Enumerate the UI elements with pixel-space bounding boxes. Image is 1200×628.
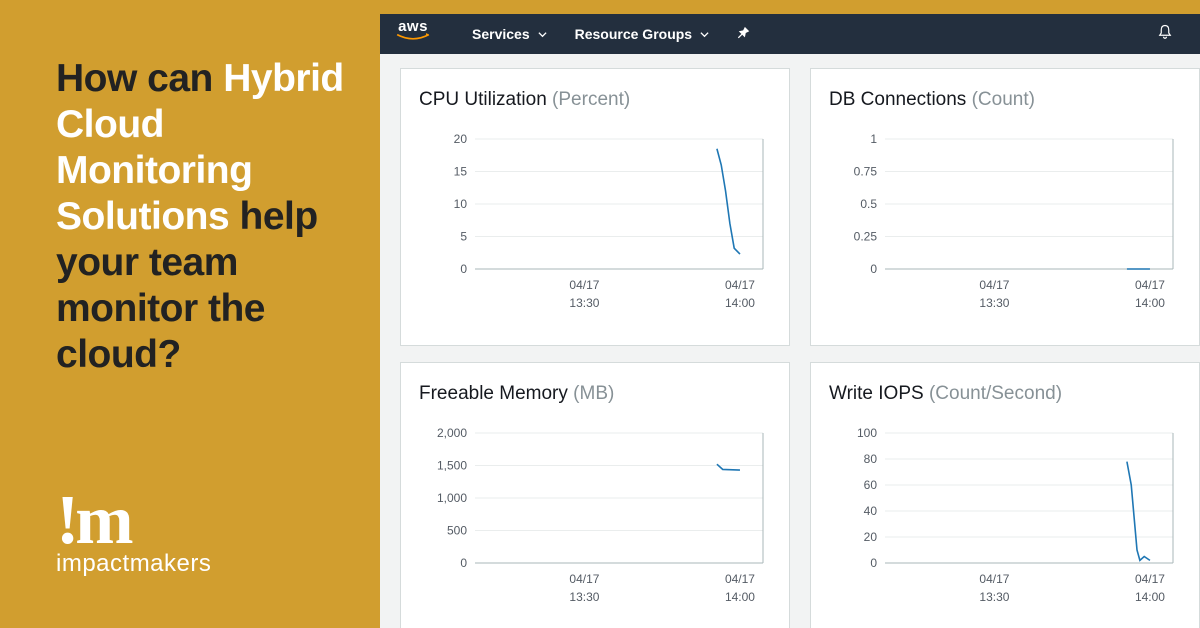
card-title-text: CPU Utilization: [419, 89, 552, 110]
aws-smile-icon: [396, 33, 430, 43]
aws-logo[interactable]: aws: [396, 19, 430, 43]
metric-card: Write IOPS (Count/Second) 0 20 40 60 80 100 04/…: [810, 362, 1200, 628]
card-title: CPU Utilization (Percent): [419, 89, 771, 111]
services-label: Services: [472, 26, 530, 42]
card-title-text: Freeable Memory: [419, 383, 573, 404]
bell-icon: [1156, 24, 1174, 42]
svg-text:04/17: 04/17: [569, 278, 599, 292]
svg-text:0.75: 0.75: [854, 165, 878, 179]
card-title-unit: (Count/Second): [929, 383, 1062, 404]
svg-text:13:30: 13:30: [569, 296, 599, 310]
svg-text:04/17: 04/17: [1135, 278, 1165, 292]
svg-text:0.25: 0.25: [854, 230, 878, 244]
svg-text:1,000: 1,000: [437, 491, 467, 505]
card-title: DB Connections (Count): [829, 89, 1181, 111]
metric-card: CPU Utilization (Percent) 0 5 10 15 20 04/17 13…: [400, 68, 790, 346]
svg-text:0.5: 0.5: [860, 197, 877, 211]
resource-groups-menu[interactable]: Resource Groups: [575, 26, 709, 42]
svg-text:0: 0: [460, 556, 467, 570]
svg-text:2,000: 2,000: [437, 426, 467, 440]
svg-text:04/17: 04/17: [569, 572, 599, 586]
svg-text:14:00: 14:00: [725, 296, 755, 310]
pin-icon[interactable]: [737, 26, 751, 43]
svg-text:15: 15: [454, 165, 468, 179]
svg-text:04/17: 04/17: [725, 278, 755, 292]
logo-text: impactmakers: [56, 550, 346, 578]
svg-text:14:00: 14:00: [1135, 590, 1165, 604]
topbar: aws Services Resource Groups: [380, 14, 1200, 54]
card-title-unit: (Percent): [552, 89, 630, 110]
svg-text:40: 40: [864, 504, 878, 518]
svg-text:04/17: 04/17: [979, 278, 1009, 292]
svg-text:13:30: 13:30: [979, 296, 1009, 310]
svg-text:04/17: 04/17: [1135, 572, 1165, 586]
metric-card: Freeable Memory (MB)05001,0001,5002,0000…: [400, 362, 790, 628]
svg-text:13:30: 13:30: [979, 590, 1009, 604]
svg-text:1,500: 1,500: [437, 459, 467, 473]
svg-text:5: 5: [460, 230, 467, 244]
logo: !m impactmakers: [56, 489, 346, 578]
chevron-down-icon: [538, 30, 547, 39]
svg-text:60: 60: [864, 478, 878, 492]
svg-text:20: 20: [454, 132, 468, 146]
card-title-unit: (MB): [573, 383, 614, 404]
svg-text:0: 0: [870, 262, 877, 276]
svg-text:10: 10: [454, 197, 468, 211]
card-title: Freeable Memory (MB): [419, 383, 771, 405]
chevron-down-icon: [700, 30, 709, 39]
aws-logo-text: aws: [398, 19, 428, 34]
svg-text:14:00: 14:00: [725, 590, 755, 604]
headline-pre: How can: [56, 57, 213, 100]
chart: 0 20 40 60 80 100 04/17 13:30 04/17 14:00: [829, 425, 1181, 628]
svg-text:100: 100: [857, 426, 877, 440]
marketing-panel: How can Hybrid Cloud Monitoring Solution…: [0, 0, 380, 628]
metric-card: DB Connections (Count) 0 0.25 0.5 0.75 1 04/17…: [810, 68, 1200, 346]
svg-text:1: 1: [870, 132, 877, 146]
card-title: Write IOPS (Count/Second): [829, 383, 1181, 405]
svg-text:80: 80: [864, 452, 878, 466]
svg-text:14:00: 14:00: [1135, 296, 1165, 310]
card-title-text: DB Connections: [829, 89, 972, 110]
services-menu[interactable]: Services: [472, 26, 547, 42]
svg-text:0: 0: [460, 262, 467, 276]
chart: 0 0.25 0.5 0.75 1 04/17 13:30 04/17 14:00: [829, 131, 1181, 335]
logo-mark: !m: [56, 489, 346, 552]
chart: 0 500 1,000 1,500 2,000 04/17 13:30 04/17 14:00: [419, 425, 771, 628]
svg-text:0: 0: [870, 556, 877, 570]
svg-text:20: 20: [864, 530, 878, 544]
card-title-unit: (Count): [972, 89, 1035, 110]
aws-console: aws Services Resource Groups: [380, 14, 1200, 628]
svg-text:04/17: 04/17: [979, 572, 1009, 586]
dashboard-grid: CPU Utilization (Percent)0510152004/1713…: [380, 54, 1200, 628]
svg-text:04/17: 04/17: [725, 572, 755, 586]
headline: How can Hybrid Cloud Monitoring Solution…: [56, 56, 346, 378]
chart: 0 5 10 15 20 04/17 13:30 04/17 14:00: [419, 131, 771, 335]
resource-groups-label: Resource Groups: [575, 26, 692, 42]
svg-text:500: 500: [447, 524, 467, 538]
svg-text:13:30: 13:30: [569, 590, 599, 604]
card-title-text: Write IOPS: [829, 383, 929, 404]
notifications-button[interactable]: [1156, 24, 1174, 45]
console-panel: aws Services Resource Groups: [380, 0, 1200, 628]
